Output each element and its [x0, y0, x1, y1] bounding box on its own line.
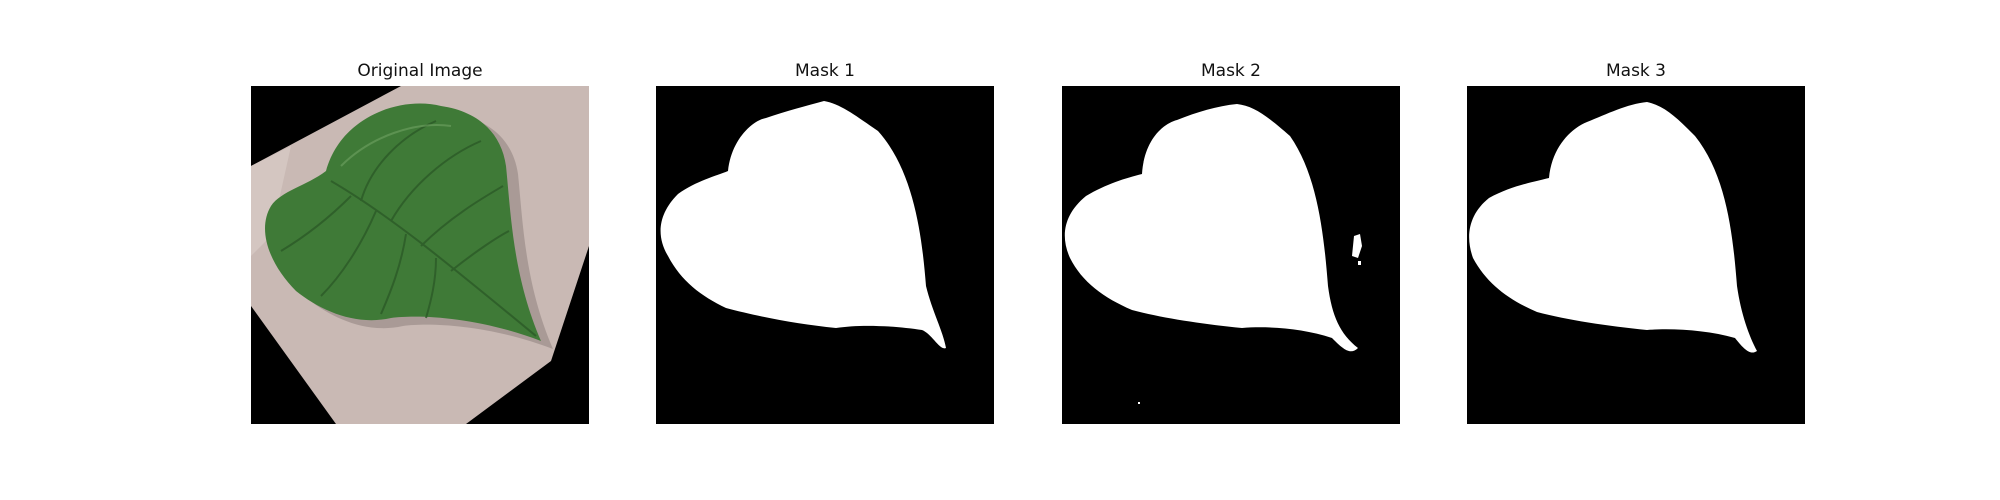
panel-mask-3: Mask 3 [1467, 56, 1805, 424]
panel-title-original: Original Image [251, 56, 589, 86]
panel-title-mask-3: Mask 3 [1467, 56, 1805, 86]
original-leaf-photo [251, 86, 589, 424]
panel-title-mask-2: Mask 2 [1062, 56, 1400, 86]
panel-title-mask-1: Mask 1 [656, 56, 994, 86]
mask-3-image [1467, 86, 1805, 424]
mask-2-image [1062, 86, 1400, 424]
panel-original-image: Original Image [251, 56, 589, 424]
mask-1-image [656, 86, 994, 424]
panel-mask-1: Mask 1 [656, 56, 994, 424]
panel-mask-2: Mask 2 [1062, 56, 1400, 424]
